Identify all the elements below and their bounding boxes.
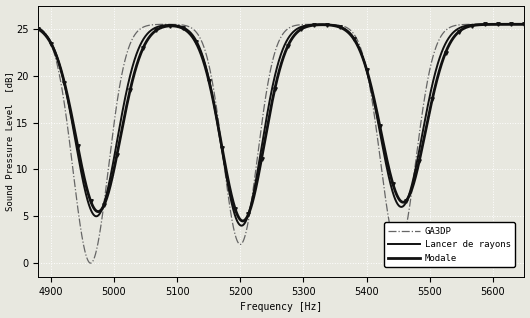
GA3DP xyxy=(527,22,530,26)
Lancer de rayons xyxy=(465,24,471,27)
Lancer de rayons xyxy=(91,214,98,218)
Modale xyxy=(240,219,246,223)
Line: Lancer de rayons: Lancer de rayons xyxy=(38,24,530,226)
GA3DP xyxy=(245,218,252,222)
Y-axis label: Sound Pressure Level  [dB]: Sound Pressure Level [dB] xyxy=(5,72,14,211)
Modale xyxy=(120,119,127,123)
GA3DP xyxy=(87,261,94,265)
Modale xyxy=(35,27,41,31)
GA3DP xyxy=(91,255,98,259)
Modale xyxy=(527,22,530,26)
Lancer de rayons xyxy=(120,104,127,107)
GA3DP xyxy=(518,22,524,26)
GA3DP xyxy=(465,23,471,26)
Line: GA3DP: GA3DP xyxy=(38,24,530,263)
GA3DP xyxy=(120,64,127,67)
Lancer de rayons xyxy=(224,178,230,182)
GA3DP xyxy=(35,25,41,29)
Legend: GA3DP, Lancer de rayons, Modale: GA3DP, Lancer de rayons, Modale xyxy=(384,222,515,267)
Lancer de rayons xyxy=(35,26,41,30)
Lancer de rayons xyxy=(518,22,524,26)
Lancer de rayons xyxy=(238,224,245,228)
GA3DP xyxy=(224,187,231,190)
Lancer de rayons xyxy=(527,22,530,26)
Modale xyxy=(91,207,98,211)
Modale xyxy=(224,173,230,176)
Modale xyxy=(465,25,471,29)
X-axis label: Frequency [Hz]: Frequency [Hz] xyxy=(240,302,322,313)
Lancer de rayons xyxy=(245,212,252,216)
Modale xyxy=(518,22,524,26)
Line: Modale: Modale xyxy=(38,24,530,221)
Modale xyxy=(245,212,252,216)
